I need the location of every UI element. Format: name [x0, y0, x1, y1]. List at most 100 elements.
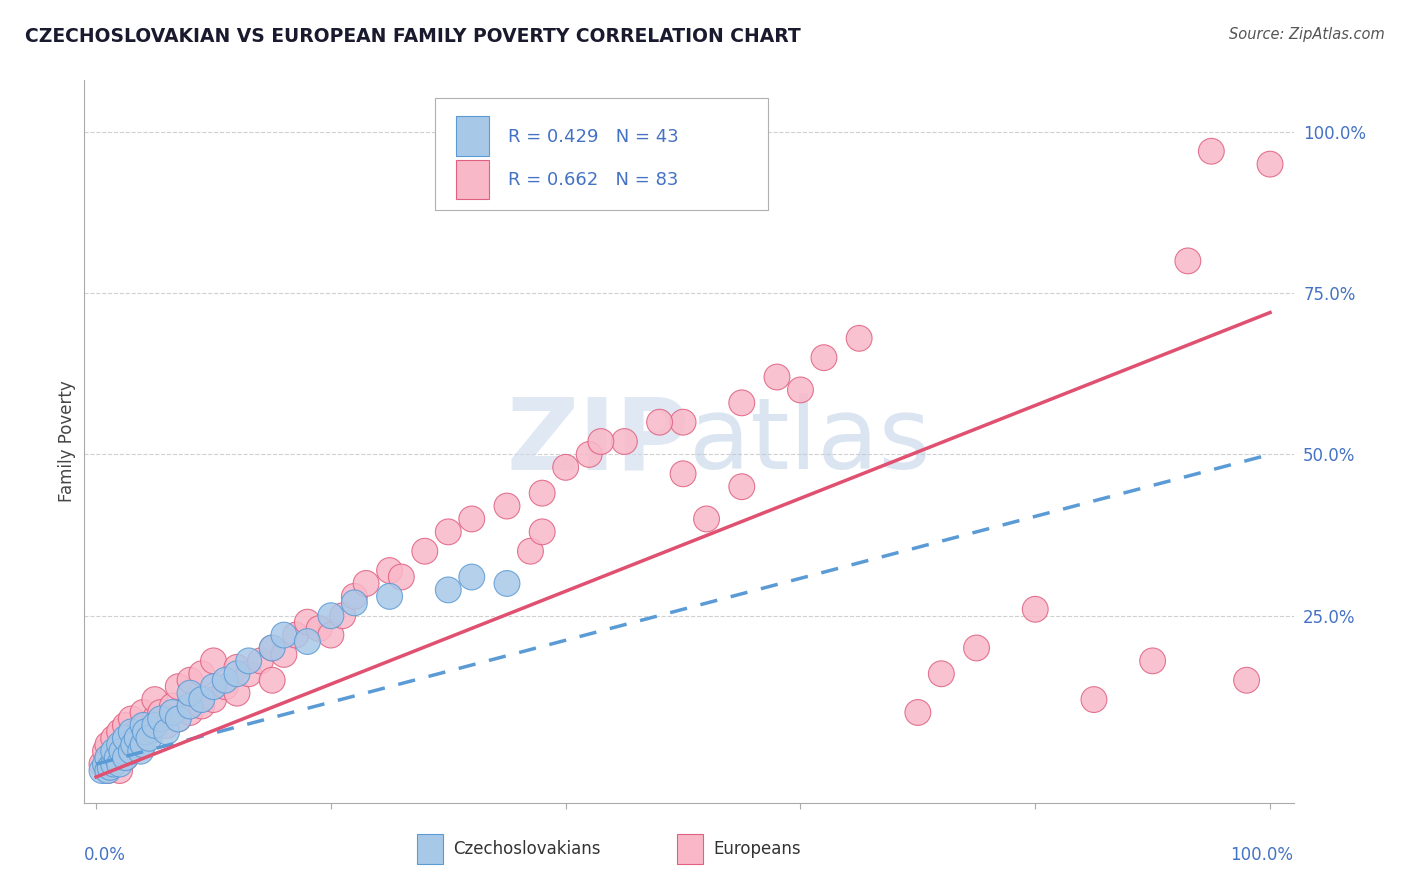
Text: Source: ZipAtlas.com: Source: ZipAtlas.com [1229, 27, 1385, 42]
Ellipse shape [142, 713, 167, 739]
Ellipse shape [132, 719, 159, 745]
Ellipse shape [107, 757, 132, 783]
Text: CZECHOSLOVAKIAN VS EUROPEAN FAMILY POVERTY CORRELATION CHART: CZECHOSLOVAKIAN VS EUROPEAN FAMILY POVER… [25, 27, 801, 45]
Ellipse shape [458, 506, 485, 532]
Ellipse shape [166, 706, 191, 731]
Ellipse shape [201, 673, 226, 699]
Ellipse shape [132, 713, 159, 739]
Ellipse shape [131, 725, 156, 751]
Ellipse shape [377, 583, 402, 609]
Ellipse shape [236, 648, 262, 673]
Ellipse shape [271, 623, 297, 648]
Text: 0.0%: 0.0% [84, 847, 127, 864]
Ellipse shape [553, 454, 579, 480]
Ellipse shape [307, 615, 332, 641]
Ellipse shape [201, 648, 226, 673]
Ellipse shape [224, 655, 250, 681]
Ellipse shape [96, 757, 121, 783]
Ellipse shape [188, 693, 215, 719]
Ellipse shape [318, 623, 344, 648]
Ellipse shape [110, 739, 135, 764]
Ellipse shape [1257, 152, 1282, 177]
Ellipse shape [928, 661, 955, 687]
Ellipse shape [177, 667, 202, 693]
Ellipse shape [112, 745, 138, 771]
Ellipse shape [148, 699, 173, 725]
Ellipse shape [101, 725, 127, 751]
Ellipse shape [177, 699, 202, 725]
Ellipse shape [166, 706, 191, 731]
Text: atlas: atlas [689, 393, 931, 490]
Ellipse shape [124, 719, 150, 745]
Ellipse shape [96, 757, 121, 783]
Ellipse shape [124, 725, 150, 751]
Ellipse shape [259, 667, 285, 693]
Ellipse shape [963, 635, 990, 661]
Text: 100.0%: 100.0% [1230, 847, 1294, 864]
Ellipse shape [671, 461, 696, 487]
Ellipse shape [494, 571, 520, 597]
Ellipse shape [107, 731, 132, 757]
Ellipse shape [93, 739, 118, 764]
Ellipse shape [905, 699, 931, 725]
Ellipse shape [104, 745, 131, 771]
Ellipse shape [412, 538, 437, 564]
Ellipse shape [118, 719, 145, 745]
Ellipse shape [153, 719, 180, 745]
Ellipse shape [89, 751, 115, 777]
Ellipse shape [118, 739, 145, 764]
Text: ZIP: ZIP [506, 393, 689, 490]
Ellipse shape [136, 725, 162, 751]
Ellipse shape [353, 571, 380, 597]
Ellipse shape [271, 641, 297, 667]
Ellipse shape [97, 755, 124, 780]
Ellipse shape [259, 635, 285, 661]
Ellipse shape [517, 538, 543, 564]
Ellipse shape [576, 442, 602, 467]
Ellipse shape [177, 693, 202, 719]
Ellipse shape [1140, 648, 1166, 673]
Ellipse shape [1175, 248, 1201, 274]
Ellipse shape [118, 739, 145, 764]
Ellipse shape [763, 364, 790, 390]
Ellipse shape [101, 751, 127, 777]
Ellipse shape [159, 699, 186, 725]
Ellipse shape [294, 609, 321, 635]
Ellipse shape [131, 713, 156, 739]
Ellipse shape [136, 719, 162, 745]
Text: R = 0.429   N = 43: R = 0.429 N = 43 [508, 128, 678, 145]
Ellipse shape [342, 583, 367, 609]
Ellipse shape [671, 409, 696, 435]
Ellipse shape [112, 713, 138, 739]
Ellipse shape [110, 731, 135, 757]
Ellipse shape [212, 667, 238, 693]
Ellipse shape [693, 506, 720, 532]
Ellipse shape [494, 493, 520, 519]
Ellipse shape [436, 519, 461, 545]
Ellipse shape [1233, 667, 1260, 693]
Ellipse shape [166, 673, 191, 699]
Ellipse shape [97, 745, 124, 771]
Ellipse shape [1198, 138, 1225, 164]
Ellipse shape [458, 564, 485, 590]
Ellipse shape [159, 693, 186, 719]
Ellipse shape [330, 603, 356, 629]
Ellipse shape [121, 731, 146, 757]
Ellipse shape [118, 706, 145, 731]
Ellipse shape [121, 725, 146, 751]
Ellipse shape [104, 739, 131, 764]
Ellipse shape [259, 635, 285, 661]
Ellipse shape [112, 745, 138, 771]
Ellipse shape [93, 751, 118, 777]
Ellipse shape [811, 345, 837, 370]
Ellipse shape [436, 577, 461, 603]
Ellipse shape [131, 699, 156, 725]
Ellipse shape [236, 661, 262, 687]
FancyBboxPatch shape [434, 98, 768, 211]
Ellipse shape [388, 564, 415, 590]
Ellipse shape [212, 673, 238, 699]
Text: Europeans: Europeans [713, 840, 801, 858]
Ellipse shape [1081, 687, 1107, 713]
Ellipse shape [224, 661, 250, 687]
Ellipse shape [112, 725, 138, 751]
